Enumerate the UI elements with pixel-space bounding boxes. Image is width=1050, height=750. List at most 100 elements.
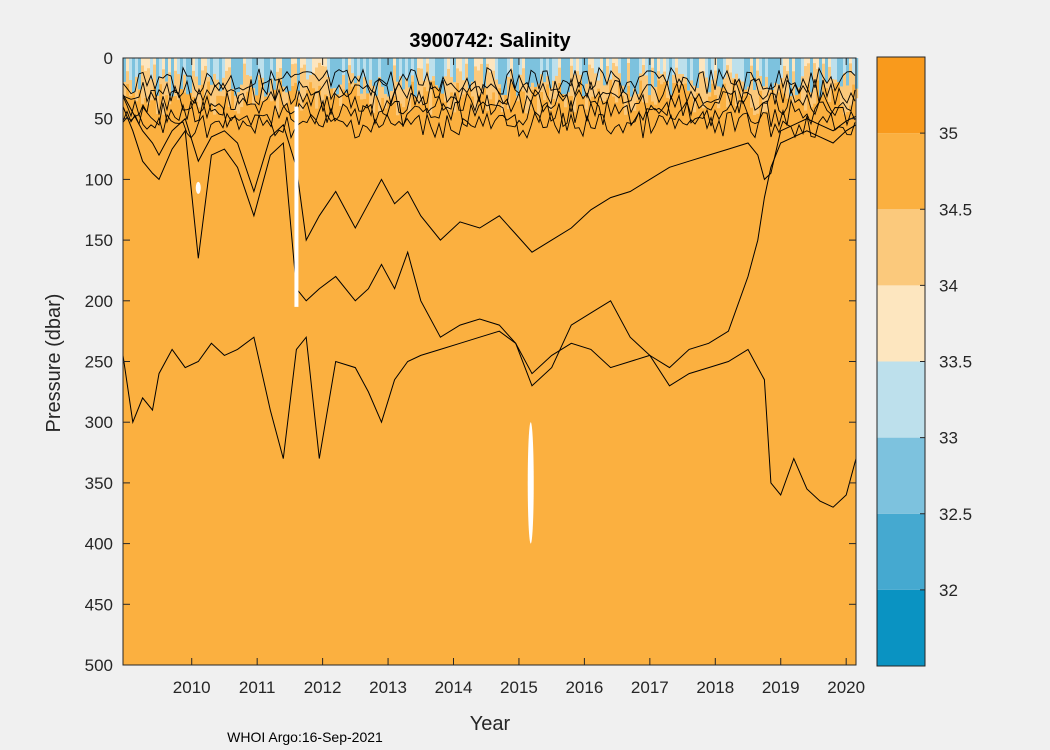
surface-band	[399, 58, 403, 104]
surface-band	[261, 58, 265, 102]
contour-line	[122, 330, 857, 508]
surface-band	[393, 58, 397, 66]
surface-band	[258, 58, 262, 76]
surface-band	[192, 58, 196, 71]
surface-band	[336, 58, 340, 95]
surface-band	[729, 58, 733, 73]
surface-band	[585, 58, 589, 110]
y-tick-label: 0	[104, 49, 113, 68]
surface-band	[726, 58, 730, 108]
surface-band	[330, 58, 334, 89]
surface-band	[807, 58, 811, 64]
chart-title: 3900742: Salinity	[409, 30, 571, 52]
surface-band	[543, 58, 547, 83]
surface-band	[351, 58, 355, 74]
surface-band	[303, 58, 307, 98]
surface-band	[711, 58, 715, 80]
surface-band	[177, 58, 181, 100]
x-tick-label: 2020	[827, 678, 865, 697]
surface-band	[162, 58, 166, 70]
surface-band	[774, 58, 778, 83]
surface-band	[771, 58, 775, 90]
surface-band	[282, 58, 286, 87]
surface-band	[318, 58, 322, 63]
surface-band	[750, 58, 754, 108]
surface-band	[480, 58, 484, 95]
surface-band	[708, 58, 712, 93]
surface-band	[141, 58, 145, 104]
surface-contour	[122, 87, 856, 118]
surface-band	[516, 58, 520, 96]
surface-band	[627, 58, 631, 86]
surface-band	[168, 58, 172, 105]
surface-band	[606, 58, 610, 67]
surface-contour	[122, 66, 856, 96]
surface-band	[792, 58, 796, 103]
surface-band	[456, 58, 460, 83]
y-tick-label: 300	[85, 413, 113, 432]
surface-band	[690, 58, 694, 81]
colorbar-swatch	[877, 361, 925, 438]
colorbar-swatch	[877, 133, 925, 210]
x-tick-label: 2019	[762, 678, 800, 697]
surface-band	[558, 58, 562, 84]
surface-band	[141, 58, 145, 66]
surface-band	[246, 58, 250, 76]
x-tick-label: 2010	[173, 678, 211, 697]
surface-band	[375, 58, 379, 96]
surface-band	[135, 58, 139, 102]
surface-band	[339, 58, 343, 85]
surface-band	[648, 58, 652, 96]
surface-band	[849, 58, 853, 106]
x-tick-label: 2016	[565, 678, 603, 697]
surface-band	[435, 58, 439, 86]
surface-band	[420, 58, 424, 69]
surface-band	[525, 58, 529, 114]
surface-band	[609, 58, 613, 80]
surface-band	[270, 58, 274, 79]
surface-band	[453, 58, 457, 113]
data-gap	[294, 106, 299, 307]
surface-band	[312, 58, 316, 73]
surface-band	[399, 58, 403, 77]
surface-band	[513, 58, 517, 88]
surface-band	[345, 58, 349, 93]
surface-band	[240, 58, 244, 85]
surface-band	[306, 58, 310, 80]
y-tick-label: 450	[85, 595, 113, 614]
surface-band	[225, 58, 229, 90]
surface-band	[450, 58, 454, 78]
surface-band	[699, 58, 703, 97]
surface-band	[183, 58, 187, 93]
surface-band	[480, 58, 484, 64]
surface-band	[285, 58, 289, 93]
surface-band	[621, 58, 625, 86]
surface-band	[144, 58, 148, 99]
surface-band	[822, 58, 826, 64]
surface-band	[579, 58, 583, 75]
surface-band	[294, 58, 298, 64]
colorbar-label: 34	[939, 276, 958, 295]
surface-band	[588, 58, 592, 100]
surface-band	[528, 58, 532, 87]
surface-band	[231, 58, 235, 89]
surface-band	[489, 58, 493, 73]
surface-band	[795, 58, 799, 96]
colorbar: 32 32.5 33 33.5 34 34.5 35	[876, 56, 972, 667]
surface-band	[633, 58, 637, 89]
surface-band	[852, 58, 856, 74]
surface-band	[426, 58, 430, 64]
surface-band	[411, 58, 415, 76]
surface-band	[414, 58, 418, 97]
surface-band	[378, 58, 382, 113]
surface-band	[612, 58, 616, 63]
x-tick-label: 2017	[631, 678, 669, 697]
colorbar-label: 35	[939, 124, 958, 143]
surface-band	[654, 58, 658, 87]
y-axis-label: Pressure (dbar)	[43, 294, 65, 433]
surface-band	[171, 58, 175, 97]
surface-band	[816, 58, 820, 81]
surface-band	[183, 58, 187, 75]
surface-band	[642, 58, 646, 103]
